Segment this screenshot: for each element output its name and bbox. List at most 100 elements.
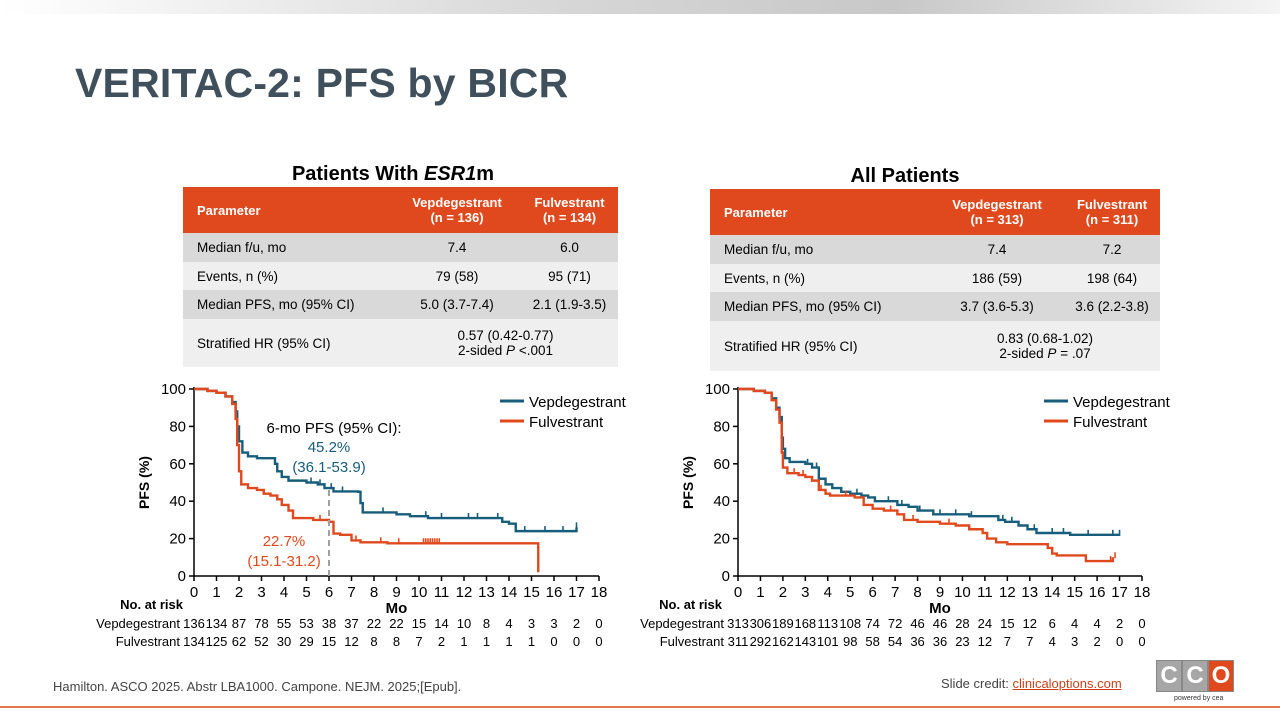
- y-tick-label: 20: [169, 531, 186, 548]
- km-curve-fulvestrant: [738, 387, 1115, 563]
- at-risk-count: 7: [415, 634, 422, 649]
- y-tick-label: 100: [705, 381, 730, 398]
- x-tick-label: 10: [411, 584, 428, 601]
- x-tick-label: 9: [936, 584, 944, 601]
- at-risk-count: 0: [1116, 634, 1123, 649]
- at-risk-count: 2: [1116, 616, 1123, 631]
- at-risk-count: 162: [772, 634, 794, 649]
- header-vepdegestrant: Vepdegestrant (n = 313): [930, 189, 1064, 235]
- header-parameter: Parameter: [710, 189, 930, 235]
- at-risk-count: 7: [1026, 634, 1033, 649]
- citation: Hamilton. ASCO 2025. Abstr LBA1000. Camp…: [53, 679, 462, 694]
- table-row: Median f/u, mo 7.4 7.2: [710, 235, 1160, 264]
- header-parameter: Parameter: [183, 187, 393, 233]
- x-tick-label: 5: [302, 584, 310, 601]
- at-risk-count: 125: [206, 634, 228, 649]
- at-risk-count: 58: [865, 634, 879, 649]
- x-tick-label: 4: [824, 584, 832, 601]
- panel-heading-all: All Patients: [710, 165, 1100, 188]
- x-tick-label: 1: [212, 584, 220, 601]
- at-risk-count: 134: [183, 634, 205, 649]
- heading-text: Patients With: [291, 163, 424, 185]
- at-risk-count: 136: [183, 616, 205, 631]
- at-risk-count: 3: [550, 616, 557, 631]
- x-tick-label: 12: [456, 584, 473, 601]
- annotation-vep-ci: (36.1-53.9): [292, 459, 365, 476]
- slide-title: VERITAC-2: PFS by BICR: [75, 60, 569, 106]
- at-risk-count: 2: [573, 616, 580, 631]
- at-risk-count: 36: [933, 634, 947, 649]
- y-axis-label: PFS (%): [680, 456, 696, 509]
- at-risk-count: 6: [1049, 616, 1056, 631]
- annotation-ful-value: 22.7%: [263, 533, 306, 550]
- at-risk-count: 29: [299, 634, 313, 649]
- table-row-hr: Stratified HR (95% CI) 0.83 (0.68-1.02) 2…: [710, 321, 1160, 371]
- at-risk-count: 0: [573, 634, 580, 649]
- x-tick-label: 9: [392, 584, 400, 601]
- at-risk-count: 22: [367, 616, 381, 631]
- header-fulvestrant: Fulvestrant (n = 311): [1064, 189, 1160, 235]
- logo-letter-1: C: [1156, 660, 1182, 692]
- at-risk-title: No. at risk: [659, 597, 723, 612]
- at-risk-count: 78: [254, 616, 268, 631]
- at-risk-count: 98: [843, 634, 857, 649]
- annotation-vep-value: 45.2%: [308, 439, 351, 456]
- at-risk-label-fulvestrant: Fulvestrant: [116, 634, 181, 649]
- cco-logo: C C O powered by cea: [1156, 660, 1234, 706]
- at-risk-count: 1: [528, 634, 535, 649]
- at-risk-count: 143: [794, 634, 816, 649]
- credit-link[interactable]: clinicaloptions.com: [1012, 676, 1122, 691]
- y-tick-label: 40: [169, 493, 186, 510]
- y-tick-label: 40: [713, 493, 730, 510]
- x-tick-label: 10: [954, 584, 971, 601]
- y-tick-label: 0: [722, 568, 730, 585]
- table-header-row: Parameter Vepdegestrant (n = 313) Fulvest…: [710, 189, 1160, 235]
- logo-tagline: powered by cea: [1174, 695, 1224, 702]
- at-risk-count: 3: [1071, 634, 1078, 649]
- at-risk-count: 38: [322, 616, 336, 631]
- at-risk-count: 55: [277, 616, 291, 631]
- at-risk-count: 54: [888, 634, 902, 649]
- at-risk-count: 2: [438, 634, 445, 649]
- at-risk-count: 12: [1023, 616, 1037, 631]
- at-risk-count: 313: [727, 616, 749, 631]
- y-tick-label: 80: [169, 418, 186, 435]
- at-risk-count: 10: [457, 616, 471, 631]
- at-risk-count: 292: [750, 634, 772, 649]
- footer-rule: [0, 706, 1280, 708]
- at-risk-count: 8: [370, 634, 377, 649]
- heading-suffix: m: [476, 163, 495, 185]
- x-axis-label: Mo: [386, 600, 408, 617]
- y-tick-label: 80: [713, 418, 730, 435]
- at-risk-count: 0: [1138, 616, 1145, 631]
- x-tick-label: 13: [478, 584, 495, 601]
- at-risk-count: 101: [817, 634, 839, 649]
- x-tick-label: 2: [779, 584, 787, 601]
- at-risk-count: 1: [483, 634, 490, 649]
- at-risk-count: 30: [277, 634, 291, 649]
- y-tick-label: 100: [161, 381, 186, 398]
- x-tick-label: 17: [568, 584, 585, 601]
- x-tick-label: 4: [280, 584, 288, 601]
- at-risk-count: 8: [393, 634, 400, 649]
- at-risk-label-fulvestrant: Fulvestrant: [660, 634, 725, 649]
- at-risk-count: 46: [933, 616, 947, 631]
- x-tick-label: 11: [977, 584, 993, 601]
- at-risk-count: 22: [389, 616, 403, 631]
- heading-gene: ESR1: [424, 163, 477, 185]
- at-risk-count: 113: [817, 616, 838, 631]
- at-risk-label-vepdegestrant: Vepdegestrant: [640, 616, 724, 631]
- table-row: Events, n (%) 186 (59) 198 (64): [710, 264, 1160, 292]
- y-axis-label: PFS (%): [136, 456, 152, 509]
- x-tick-label: 3: [801, 584, 809, 601]
- at-risk-count: 168: [794, 616, 816, 631]
- header-fulvestrant: Fulvestrant (n = 134): [521, 187, 618, 233]
- at-risk-count: 23: [955, 634, 969, 649]
- x-tick-label: 16: [1089, 584, 1106, 601]
- at-risk-count: 134: [206, 616, 228, 631]
- at-risk-count: 46: [910, 616, 924, 631]
- x-tick-label: 6: [325, 584, 333, 601]
- at-risk-count: 108: [839, 616, 861, 631]
- x-tick-label: 0: [734, 584, 742, 601]
- x-axis-label: Mo: [929, 600, 951, 617]
